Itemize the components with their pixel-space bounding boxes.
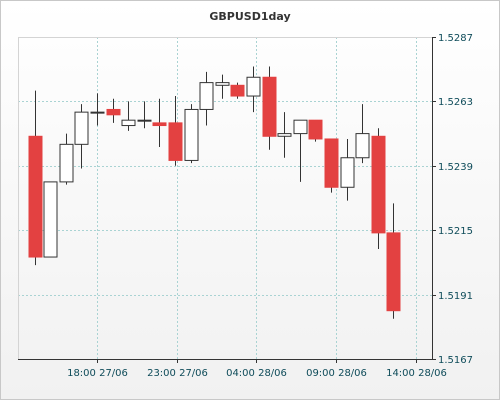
candle (215, 74, 230, 99)
candle (230, 82, 245, 99)
candle-body-down (371, 135, 386, 234)
x-tick-label: 04:00 28/06 (226, 368, 287, 379)
y-tick-label: 1.5239 (438, 162, 473, 173)
candle (152, 98, 167, 148)
candle-body-up (137, 119, 152, 122)
candle (340, 138, 355, 201)
candle (121, 101, 136, 131)
y-tick-label: 1.5263 (438, 97, 473, 108)
candle (308, 119, 323, 142)
candle-body-down (386, 232, 401, 312)
candle (184, 104, 199, 164)
candle (106, 98, 121, 123)
candle-body-up (277, 133, 292, 137)
candle (324, 138, 339, 193)
x-tick-label: 09:00 28/06 (306, 368, 367, 379)
y-tick-label: 1.5191 (438, 291, 473, 302)
candle-body-down (262, 76, 277, 137)
x-tick-label: 23:00 27/06 (147, 368, 208, 379)
candle-body-down (152, 122, 167, 127)
y-tick-label: 1.5167 (438, 355, 473, 366)
candle (168, 96, 183, 166)
y-tick-label: 1.5287 (438, 33, 473, 44)
candle (28, 90, 43, 266)
candle-body-down (106, 108, 121, 116)
candle-body-up (246, 76, 261, 97)
candle-body-down (28, 135, 43, 258)
candle-body-down (168, 122, 183, 161)
axes (18, 37, 436, 363)
candle (293, 119, 308, 182)
candle-body-up (184, 108, 199, 161)
candle-body-up (43, 181, 58, 258)
tick-labels: 1.5287 1.5263 1.5239 1.5215 1.5191 1.5167 18:0… (67, 33, 473, 379)
candle (74, 104, 89, 169)
candle (199, 71, 214, 126)
candle (90, 93, 105, 126)
candle-body-up (90, 111, 105, 114)
y-tick-label: 1.5215 (438, 226, 473, 237)
candle (371, 128, 386, 249)
candle-body-down (230, 84, 245, 97)
candle (43, 181, 58, 258)
candles (28, 66, 401, 319)
candle-body-up (340, 157, 355, 188)
candle-body-down (324, 138, 339, 188)
candle (386, 203, 401, 319)
candle (355, 104, 370, 164)
candle-body-up (199, 82, 214, 110)
candle-body-up (355, 133, 370, 159)
candle-body-up (74, 111, 89, 145)
candle-body-down (308, 119, 323, 140)
candle-body-up (215, 82, 230, 86)
x-tick-label: 14:00 28/06 (386, 368, 447, 379)
candle-body-up (59, 143, 74, 183)
candle (137, 101, 152, 129)
candle (277, 112, 292, 158)
candle (59, 133, 74, 185)
candle (246, 66, 261, 113)
candle (262, 66, 277, 150)
x-tick-label: 18:00 27/06 (67, 368, 128, 379)
candle-body-up (121, 119, 136, 127)
chart-title: GBPUSD1day (209, 10, 291, 23)
candle-body-up (293, 119, 308, 135)
